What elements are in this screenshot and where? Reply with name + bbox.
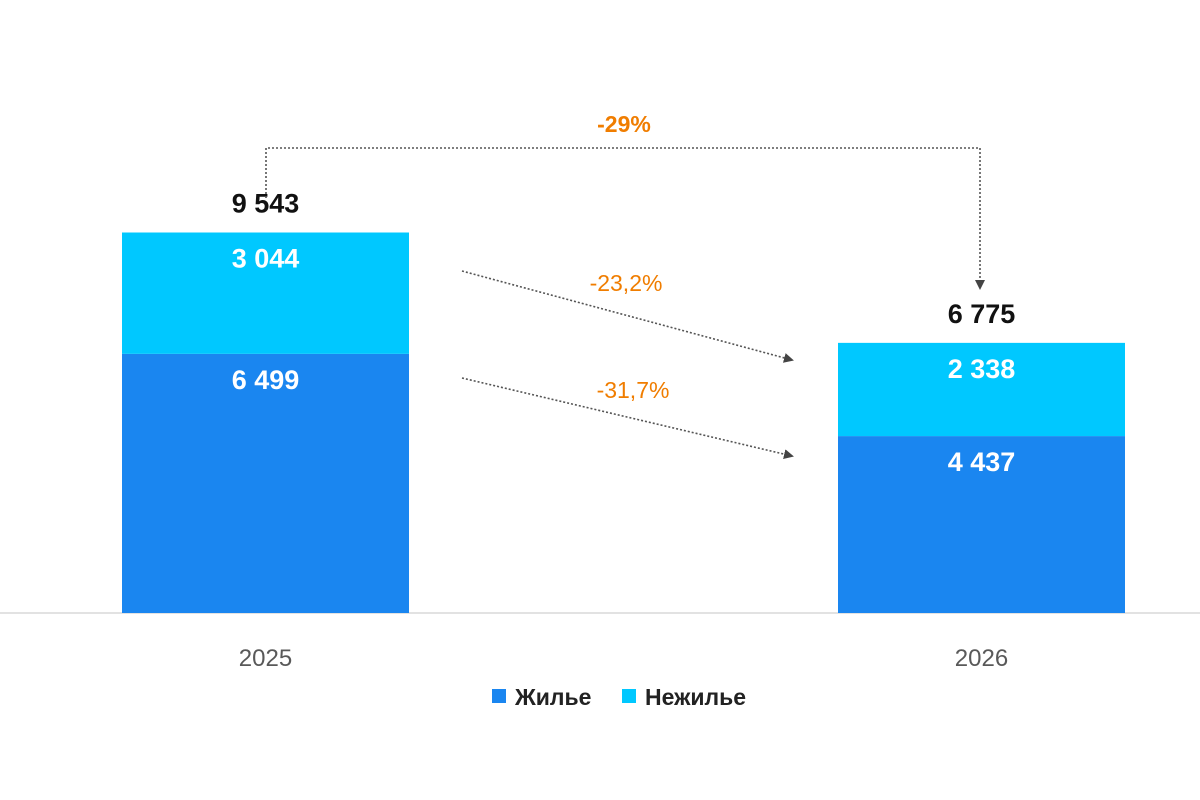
bar-nonresidential-2025 bbox=[122, 232, 409, 354]
total-label-2026: 6 775 bbox=[948, 299, 1016, 329]
total-change-connector bbox=[265, 147, 985, 290]
x-tick-label-2026: 2026 bbox=[955, 645, 1008, 672]
bar-nonresidential-2026 bbox=[838, 342, 1125, 437]
data-label-nonresidential-2026: 2 338 bbox=[948, 354, 1016, 384]
nonresidential-change-label: -23,2% bbox=[590, 270, 663, 296]
legend-label-residential: Жилье bbox=[514, 684, 591, 710]
bar-residential-2025 bbox=[122, 353, 409, 613]
total-change-label: -29% bbox=[597, 111, 651, 137]
data-label-residential-2025: 6 499 bbox=[232, 365, 300, 395]
legend-label-nonresidential: Нежилье bbox=[645, 684, 746, 710]
legend: Жилье Нежилье bbox=[492, 684, 746, 710]
x-tick-label-2025: 2025 bbox=[239, 645, 292, 672]
data-label-residential-2026: 4 437 bbox=[948, 447, 1016, 477]
data-label-nonresidential-2025: 3 044 bbox=[232, 244, 300, 274]
residential-change-label: -31,7% bbox=[597, 377, 670, 403]
legend-swatch-nonresidential bbox=[622, 689, 636, 703]
nonresidential-change-arrow bbox=[461, 270, 794, 363]
legend-swatch-residential bbox=[492, 689, 506, 703]
bar-residential-2026 bbox=[838, 436, 1125, 613]
residential-change-arrow bbox=[461, 377, 794, 460]
bars bbox=[122, 232, 1125, 613]
